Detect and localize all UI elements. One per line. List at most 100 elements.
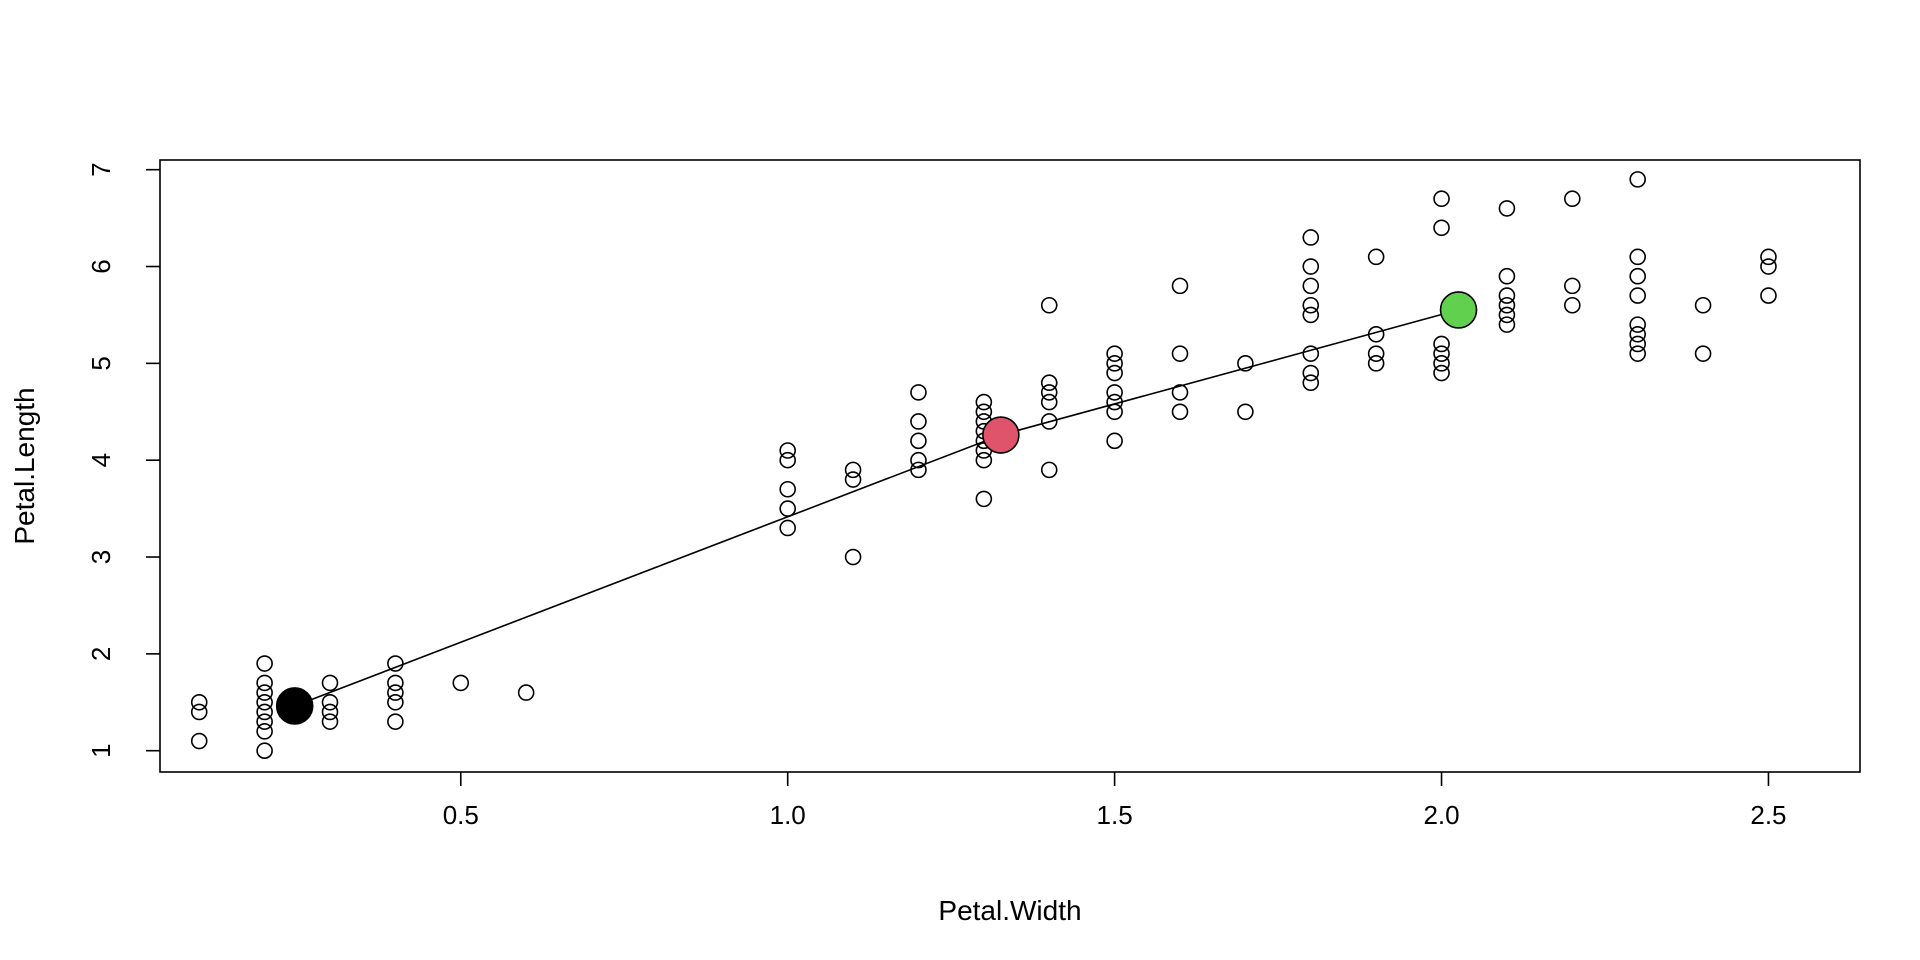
- data-point: [1498, 316, 1516, 333]
- data-point: [779, 451, 796, 469]
- data-point: [1106, 364, 1123, 382]
- data-point: [1040, 374, 1058, 392]
- centroid-point: [275, 687, 314, 725]
- data-point: [1171, 345, 1189, 362]
- data-point: [1629, 345, 1646, 362]
- y-tick-label: 3: [86, 550, 116, 564]
- data-point: [1694, 345, 1712, 362]
- data-point: [844, 548, 862, 566]
- data-point: [1760, 258, 1777, 275]
- plot-frame: [159, 159, 1861, 773]
- data-point: [1106, 432, 1123, 450]
- data-point: [387, 674, 404, 692]
- data-point: [910, 432, 927, 450]
- data-point: [1106, 403, 1123, 421]
- data-point: [1302, 306, 1320, 324]
- x-axis: 0.5 1.0 1.5 2.0 2.5: [443, 772, 1787, 830]
- data-point: [1433, 355, 1450, 372]
- y-tick-label: 4: [86, 453, 116, 467]
- data-point: [1629, 171, 1646, 188]
- data-point: [256, 703, 273, 721]
- y-tick-label: 6: [86, 259, 116, 273]
- data-point: [1433, 190, 1450, 208]
- data-point: [321, 693, 339, 711]
- data-point: [1367, 345, 1385, 362]
- data-point: [1302, 258, 1320, 275]
- data-point: [1302, 345, 1320, 362]
- data-point: [190, 732, 208, 750]
- x-tick-label: 0.5: [443, 800, 479, 830]
- data-point: [387, 713, 404, 730]
- data-point: [1302, 229, 1320, 246]
- data-point: [1040, 461, 1058, 479]
- data-point: [256, 655, 273, 672]
- data-point: [1433, 219, 1450, 237]
- data-point: [1106, 384, 1123, 401]
- data-point: [190, 693, 208, 711]
- data-point: [1237, 355, 1254, 372]
- data-point: [1629, 335, 1646, 353]
- data-point: [1564, 277, 1581, 295]
- data-point: [387, 655, 404, 672]
- data-point: [1629, 287, 1646, 304]
- data-point: [1302, 296, 1320, 314]
- data-point: [779, 519, 796, 537]
- data-point: [190, 703, 208, 721]
- data-point: [1367, 248, 1385, 266]
- data-point: [1694, 296, 1712, 314]
- data-point: [1498, 306, 1516, 324]
- centroid-point: [1439, 291, 1478, 329]
- data-point: [975, 393, 993, 411]
- data-point: [975, 490, 993, 508]
- data-point: [1498, 287, 1516, 304]
- data-point: [779, 500, 796, 517]
- data-point: [1171, 384, 1189, 401]
- data-point: [321, 703, 339, 721]
- data-point: [1498, 296, 1516, 314]
- x-tick-label: 1.0: [770, 800, 806, 830]
- data-points: [190, 171, 1777, 759]
- data-point: [1498, 267, 1516, 285]
- data-point: [779, 480, 796, 498]
- data-point: [779, 442, 796, 459]
- y-tick-label: 5: [86, 356, 116, 370]
- data-point: [256, 693, 273, 711]
- centroid-line: [294, 309, 1459, 707]
- data-point: [256, 723, 273, 740]
- y-tick-label: 7: [86, 162, 116, 176]
- data-point: [1040, 393, 1058, 411]
- data-point: [1629, 326, 1646, 343]
- data-point: [1040, 413, 1058, 430]
- data-point: [1106, 345, 1123, 362]
- data-point: [1564, 190, 1581, 208]
- data-point: [321, 713, 339, 730]
- data-point: [256, 713, 273, 730]
- data-point: [1629, 316, 1646, 333]
- data-point: [1629, 248, 1646, 266]
- data-point: [387, 684, 404, 701]
- data-point: [1040, 296, 1058, 314]
- data-point: [1302, 364, 1320, 382]
- data-point: [910, 384, 927, 401]
- data-point: [910, 413, 927, 430]
- data-point: [256, 684, 273, 701]
- data-point: [1433, 345, 1450, 362]
- data-point: [321, 674, 339, 692]
- x-tick-label: 1.5: [1097, 800, 1133, 830]
- data-point: [1367, 355, 1385, 372]
- data-point: [1302, 374, 1320, 392]
- y-axis-title: Petal.Length: [9, 387, 40, 544]
- data-point: [256, 742, 273, 759]
- data-point: [1760, 287, 1777, 304]
- data-point: [1040, 384, 1058, 401]
- data-point: [517, 684, 535, 701]
- data-point: [1629, 267, 1646, 285]
- y-tick-label: 2: [86, 647, 116, 661]
- x-tick-label: 2.0: [1423, 800, 1459, 830]
- data-point: [1171, 277, 1189, 295]
- data-point: [1171, 403, 1189, 421]
- x-tick-label: 2.5: [1750, 800, 1786, 830]
- data-point: [1433, 335, 1450, 353]
- data-point: [1106, 355, 1123, 372]
